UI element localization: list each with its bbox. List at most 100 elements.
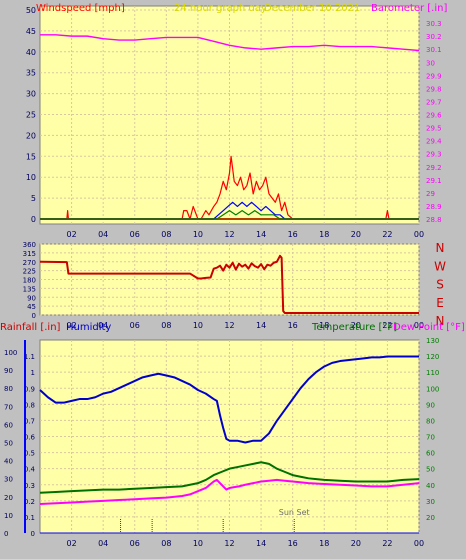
x-tick-label: 20 bbox=[351, 230, 361, 239]
sun-set-annotation: Sun Set bbox=[279, 508, 310, 517]
x-tick-label: 18 bbox=[319, 539, 329, 548]
barometer-tick-label: 30.1 bbox=[426, 46, 442, 54]
x-tick-label: 06 bbox=[130, 321, 140, 330]
compass-label: E bbox=[436, 296, 444, 310]
x-tick-label: 14 bbox=[256, 321, 266, 330]
temperature-tick-label: 110 bbox=[426, 369, 439, 377]
wind-direction-line bbox=[40, 254, 419, 315]
barometer-tick-label: 29.2 bbox=[426, 164, 442, 172]
x-tick-label: 18 bbox=[319, 230, 329, 239]
x-tick-label: 02 bbox=[66, 539, 76, 548]
x-tick-label: 02 bbox=[66, 321, 76, 330]
humidity-tick-label: 90 bbox=[4, 367, 13, 375]
direction-tick-label: 360 bbox=[23, 241, 36, 249]
temperature-tick-label: 90 bbox=[426, 401, 435, 409]
direction-tick-label: 180 bbox=[23, 277, 36, 285]
x-tick-label: 00 bbox=[414, 321, 424, 330]
x-tick-label: 10 bbox=[193, 321, 203, 330]
direction-tick-label: 135 bbox=[23, 285, 36, 293]
windspeed-tick-label: 0 bbox=[31, 215, 36, 224]
windspeed-axis-label: Windspeed [mph] bbox=[36, 3, 125, 14]
temperature-tick-label: 80 bbox=[426, 417, 435, 425]
x-tick-label: 16 bbox=[288, 230, 298, 239]
rain-tick-label: 0.7 bbox=[24, 417, 35, 425]
windspeed-tick-label: 50 bbox=[26, 6, 36, 15]
compass-label: S bbox=[436, 278, 444, 292]
rain-tick-label: 0.1 bbox=[24, 514, 35, 522]
x-tick-label: 22 bbox=[382, 230, 392, 239]
rain-tick-label: 1 bbox=[31, 369, 35, 377]
temperature-tick-label: 60 bbox=[426, 450, 435, 458]
windspeed-tick-label: 20 bbox=[26, 131, 36, 140]
dew-point-line bbox=[39, 478, 420, 506]
average-wind-line bbox=[40, 201, 419, 220]
barometer-axis-label: Barometer [.in] bbox=[371, 3, 447, 14]
barometer-tick-label: 28.9 bbox=[426, 203, 442, 211]
x-tick-label: 20 bbox=[351, 539, 361, 548]
temperature-line bbox=[39, 461, 420, 494]
rain-tick-label: 0.2 bbox=[24, 498, 35, 506]
barometer-tick-label: 29.8 bbox=[426, 85, 442, 93]
temperature-tick-label: 40 bbox=[426, 482, 435, 490]
barometer-tick-label: 28.8 bbox=[426, 216, 442, 224]
temperature-tick-label: 50 bbox=[426, 466, 435, 474]
x-tick-label: 16 bbox=[288, 321, 298, 330]
rain-tick-label: 0.5 bbox=[24, 450, 35, 458]
rain-tick-label: 0.8 bbox=[24, 401, 35, 409]
barometer-tick-label: 29.9 bbox=[426, 72, 442, 80]
x-tick-label: 14 bbox=[256, 539, 266, 548]
x-tick-label: 12 bbox=[224, 321, 234, 330]
x-tick-label: 04 bbox=[98, 539, 108, 548]
direction-tick-label: 0 bbox=[32, 312, 36, 320]
humidity-tick-label: 60 bbox=[4, 421, 13, 429]
barometer-tick-label: 30.2 bbox=[426, 33, 442, 41]
barometer-tick-label: 29.7 bbox=[426, 98, 442, 106]
temperature-tick-label: 70 bbox=[426, 434, 435, 442]
direction-tick-label: 270 bbox=[23, 259, 36, 267]
temperature-tick-label: 130 bbox=[426, 337, 439, 345]
x-tick-label: 06 bbox=[130, 539, 140, 548]
x-tick-label: 16 bbox=[288, 539, 298, 548]
x-tick-label: 22 bbox=[382, 321, 392, 330]
humidity-tick-label: 50 bbox=[4, 440, 13, 448]
direction-tick-label: 315 bbox=[23, 250, 36, 258]
rain-tick-label: 0.6 bbox=[24, 434, 36, 442]
humidity-tick-label: 30 bbox=[4, 476, 13, 484]
temperature-axis-label: Temperature [°F] bbox=[311, 322, 397, 333]
barometer-tick-label: 29.3 bbox=[426, 151, 442, 159]
x-tick-label: 08 bbox=[161, 539, 171, 548]
barometer-line bbox=[40, 34, 420, 52]
temperature-tick-label: 20 bbox=[426, 514, 435, 522]
chart-title: 24 hour graph day bbox=[174, 3, 267, 14]
temperature-tick-label: 120 bbox=[426, 353, 439, 361]
x-tick-label: 10 bbox=[193, 230, 203, 239]
x-tick-label: 00 bbox=[414, 539, 424, 548]
barometer-tick-label: 30 bbox=[426, 59, 435, 67]
x-tick-label: 12 bbox=[224, 230, 234, 239]
temperature-tick-label: 100 bbox=[426, 385, 439, 393]
humidity-tick-label: 70 bbox=[4, 403, 13, 411]
chart-date: December 10 2021 bbox=[264, 3, 360, 14]
barometer-tick-label: 29.5 bbox=[426, 125, 442, 133]
x-tick-label: 02 bbox=[66, 230, 76, 239]
humidity-tick-label: 40 bbox=[4, 458, 13, 466]
x-tick-label: 18 bbox=[319, 321, 329, 330]
rain-tick-label: 0.9 bbox=[24, 385, 35, 393]
compass-label: N bbox=[436, 314, 445, 328]
barometer-tick-label: 29.4 bbox=[426, 138, 442, 146]
barometer-tick-label: 30.3 bbox=[426, 20, 442, 28]
x-tick-label: 22 bbox=[382, 539, 392, 548]
humidity-tick-label: 0 bbox=[4, 530, 8, 538]
rain-tick-label: 1.1 bbox=[24, 353, 35, 361]
windspeed-tick-label: 40 bbox=[26, 48, 36, 57]
windspeed-tick-label: 10 bbox=[26, 173, 36, 182]
gust-line bbox=[40, 155, 419, 220]
windspeed-tick-label: 30 bbox=[26, 90, 36, 99]
humidity-tick-label: 80 bbox=[4, 385, 13, 393]
x-tick-label: 08 bbox=[161, 230, 171, 239]
wind-green-line bbox=[40, 210, 419, 220]
rainfall-axis-label: Rainfall [.in] bbox=[0, 322, 61, 333]
x-tick-label: 04 bbox=[98, 230, 108, 239]
humidity-tick-label: 100 bbox=[4, 349, 17, 357]
